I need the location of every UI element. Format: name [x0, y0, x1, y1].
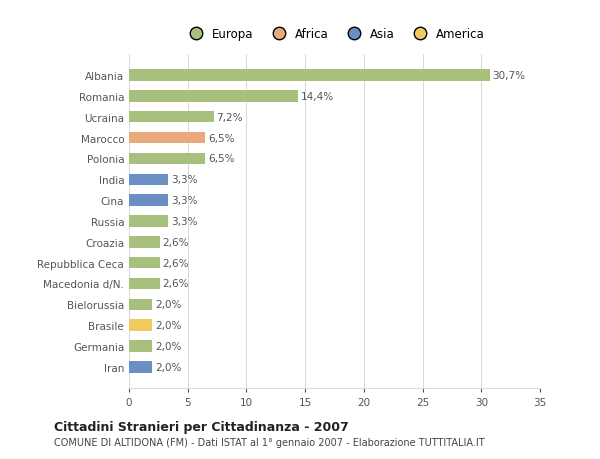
Text: 7,2%: 7,2%	[217, 112, 243, 123]
Text: Cittadini Stranieri per Cittadinanza - 2007: Cittadini Stranieri per Cittadinanza - 2…	[54, 420, 349, 433]
Bar	[129, 195, 168, 207]
Bar	[129, 320, 152, 331]
Bar	[129, 70, 490, 82]
Bar	[129, 257, 160, 269]
Text: 3,3%: 3,3%	[170, 196, 197, 206]
Text: 2,0%: 2,0%	[155, 362, 182, 372]
Text: 6,5%: 6,5%	[208, 154, 235, 164]
Text: 2,6%: 2,6%	[163, 258, 189, 268]
Bar	[129, 361, 152, 373]
Bar	[129, 133, 205, 144]
Bar	[129, 299, 152, 310]
Text: 2,0%: 2,0%	[155, 300, 182, 310]
Bar	[129, 341, 152, 352]
Bar	[129, 236, 160, 248]
Bar	[129, 153, 205, 165]
Bar	[129, 216, 168, 227]
Text: 2,0%: 2,0%	[155, 320, 182, 330]
Text: 14,4%: 14,4%	[301, 92, 334, 102]
Text: 3,3%: 3,3%	[170, 175, 197, 185]
Bar	[129, 174, 168, 185]
Text: 2,6%: 2,6%	[163, 237, 189, 247]
Text: 6,5%: 6,5%	[208, 133, 235, 143]
Text: 2,0%: 2,0%	[155, 341, 182, 351]
Bar	[129, 112, 214, 123]
Text: 3,3%: 3,3%	[170, 217, 197, 226]
Bar	[129, 278, 160, 290]
Text: 30,7%: 30,7%	[493, 71, 526, 81]
Legend: Europa, Africa, Asia, America: Europa, Africa, Asia, America	[180, 23, 489, 46]
Text: COMUNE DI ALTIDONA (FM) - Dati ISTAT al 1° gennaio 2007 - Elaborazione TUTTITALI: COMUNE DI ALTIDONA (FM) - Dati ISTAT al …	[54, 437, 485, 447]
Text: 2,6%: 2,6%	[163, 279, 189, 289]
Bar	[129, 91, 298, 102]
